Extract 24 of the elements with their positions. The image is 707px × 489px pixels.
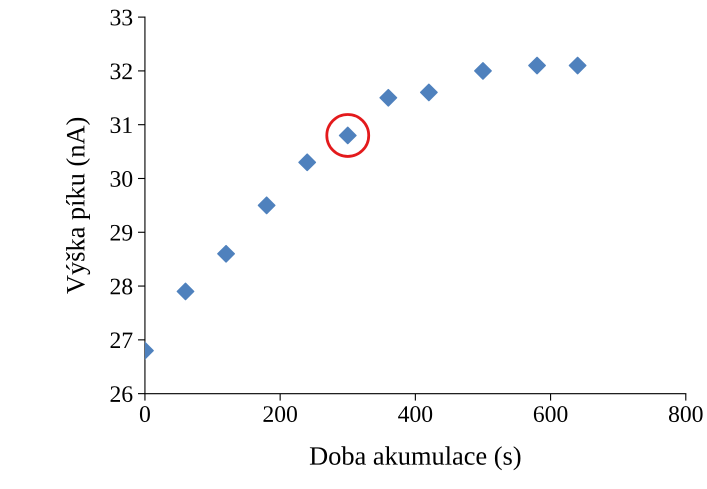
y-tick-label: 28 — [110, 278, 132, 294]
point — [379, 88, 398, 107]
y-tick-label: 26 — [110, 386, 132, 402]
point — [258, 196, 276, 214]
x-tick-label: 600 — [534, 406, 568, 422]
y-tick-label: 33 — [110, 10, 132, 26]
y-tick-label: 32 — [110, 63, 132, 80]
x-axis-title: Doba akumulace (s) — [310, 446, 520, 470]
x-tick-label: 800 — [668, 406, 703, 422]
point — [176, 282, 194, 300]
x-tick-label: 200 — [263, 406, 297, 422]
point — [568, 56, 587, 74]
point — [528, 56, 546, 74]
y-tick-label: 27 — [110, 332, 132, 348]
x-tick-label: 400 — [398, 406, 432, 422]
point — [420, 84, 438, 102]
y-tick-label: 29 — [110, 224, 132, 241]
point — [298, 153, 316, 172]
x-tick-label: 0 — [140, 406, 150, 422]
point — [217, 244, 235, 263]
y-tick-label: 30 — [110, 170, 132, 187]
y-axis-title: Výška píku (nA) — [66, 118, 90, 294]
y-tick-label: 31 — [110, 117, 132, 134]
point — [474, 62, 492, 80]
